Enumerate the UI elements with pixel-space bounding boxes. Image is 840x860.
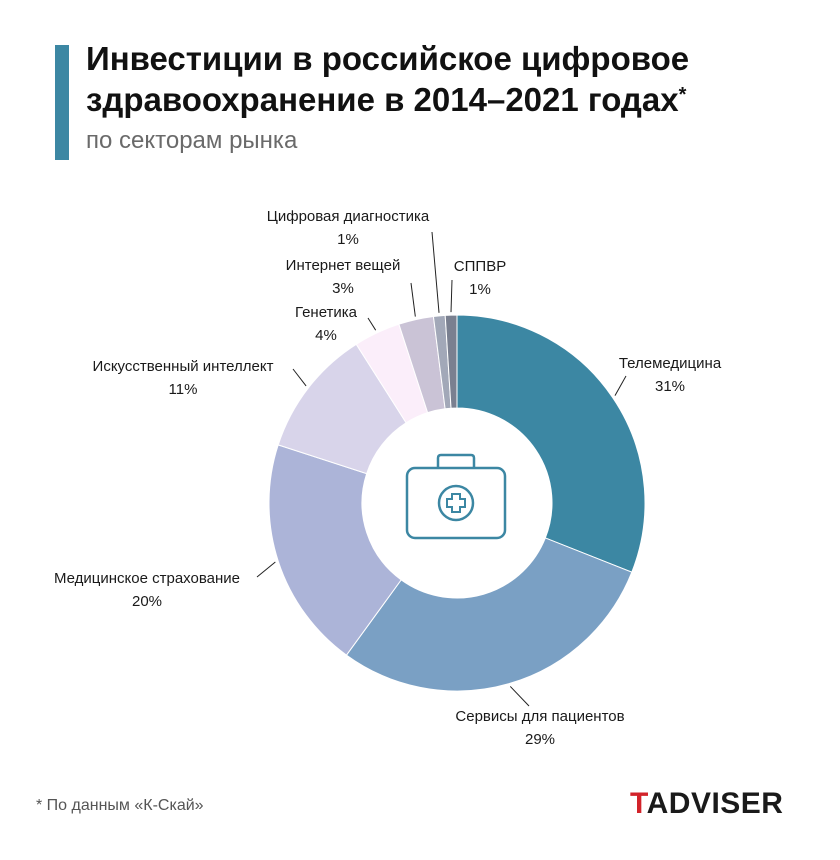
logo-letter-t: T	[630, 787, 647, 820]
slice-label-3: Медицинское страхование	[54, 570, 240, 587]
slice-label-7: Цифровая диагностика	[267, 208, 430, 225]
slice-value-6: 3%	[332, 280, 354, 297]
chart-title: Инвестиции в российское цифровое здравоо…	[86, 38, 806, 120]
slice-label-5: Генетика	[295, 304, 358, 321]
slice-label-8: СППВР	[454, 258, 506, 275]
leader-line-8	[450, 279, 453, 313]
slice-2[interactable]	[345, 537, 633, 692]
slice-8[interactable]	[444, 314, 458, 409]
leader-line-4	[292, 368, 307, 387]
chart-title-text: Инвестиции в российское цифровое здравоо…	[86, 40, 690, 118]
leader-line-3	[256, 561, 276, 578]
slice-label-2: Сервисы для пациентов	[455, 708, 624, 725]
leader-line-1	[614, 375, 627, 396]
title-footnote-mark: *	[678, 84, 687, 106]
slice-label-4: Искусственный интеллект	[93, 358, 274, 375]
slice-value-3: 20%	[132, 593, 162, 610]
slice-value-5: 4%	[315, 327, 337, 344]
leader-line-6	[410, 282, 416, 317]
slice-value-7: 1%	[337, 231, 359, 248]
leader-line-2	[509, 686, 530, 707]
slice-label-6: Интернет вещей	[286, 257, 401, 274]
logo-text: ADVISER	[646, 787, 784, 820]
leader-line-5	[367, 317, 377, 331]
leader-lines	[256, 231, 627, 707]
slice-label-1: Телемедицина	[619, 355, 722, 372]
tadviser-logo[interactable]: TADVISER	[630, 787, 783, 821]
slice-value-2: 29%	[525, 731, 555, 748]
chart-subtitle: по секторам рынка	[86, 127, 298, 154]
medical-kit-icon	[405, 453, 507, 540]
slice-value-1: 31%	[655, 378, 685, 395]
slice-3[interactable]	[268, 444, 402, 656]
donut-slices	[268, 314, 646, 692]
source-footnote: * По данным «К-Скай»	[36, 797, 204, 814]
slice-value-8: 1%	[469, 281, 491, 298]
slice-labels: Телемедицина 31% Сервисы для пациентов 29% М…	[54, 208, 722, 748]
slice-1[interactable]	[456, 314, 646, 573]
leader-line-7	[431, 231, 440, 313]
title-accent-bar	[55, 45, 69, 160]
slice-value-4: 11%	[169, 381, 198, 398]
